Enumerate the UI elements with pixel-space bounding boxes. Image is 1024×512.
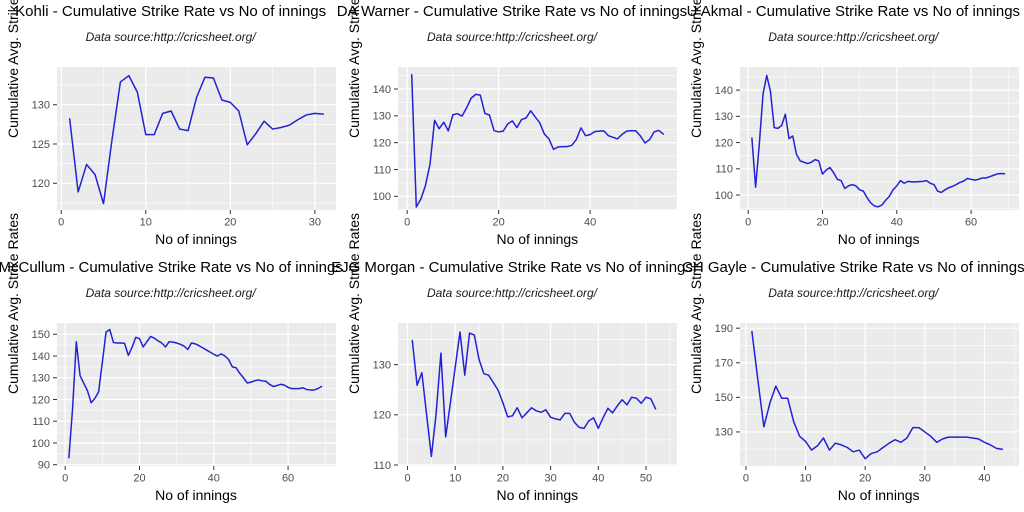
svg-text:100: 100 [373,191,391,203]
svg-text:190: 190 [714,323,732,335]
svg-text:40: 40 [208,472,220,484]
svg-text:110: 110 [374,164,392,176]
plot-canvas: 0 20 40 60 100 110 120 130 140 [714,67,1019,229]
chart-subtitle: Data source:http://cricsheet.org/ [768,30,939,44]
svg-text:110: 110 [715,164,733,176]
svg-text:40: 40 [593,472,605,484]
plot-canvas: 0 20 40 100 110 120 130 140 [373,67,678,229]
chart-title: Kohli - Cumulative Strike Rate vs No of … [15,3,327,20]
chart-panel-morgan: 0 10 20 30 40 50 110 120 130 Cumulative Avg. Str… [331,213,693,512]
svg-text:0: 0 [404,216,410,228]
chart-title: McCullum - Cumulative Strike Rate vs No … [0,259,343,276]
chart-title: CH Gayle - Cumulative Strike Rate vs No … [681,259,1024,276]
svg-text:90: 90 [38,459,50,471]
svg-text:60: 60 [282,472,294,484]
svg-text:40: 40 [978,472,990,484]
x-axis-title: No of innings [496,487,579,503]
svg-text:0: 0 [58,216,64,228]
svg-text:170: 170 [714,358,732,370]
chart-panel-kohli: 0 10 20 30 120 125 130 Cumulative Avg. Strike … [0,0,341,256]
plot-canvas: 0 20 40 60 90 100 110 120 130 140 150 [32,323,336,485]
x-axis-title: No of innings [837,487,920,503]
plot-canvas: 0 10 20 30 120 125 130 [32,67,336,229]
plot-canvas: 0 10 20 30 40 130 150 170 190 [714,323,1019,485]
svg-text:10: 10 [449,472,461,484]
chart-panel-akmal: 0 20 40 60 100 110 120 130 140 Cumulative Avg. S… [683,0,1024,256]
chart-subtitle: Data source:http://cricsheet.org/ [768,286,939,300]
svg-text:30: 30 [309,216,321,228]
svg-text:10: 10 [799,472,811,484]
svg-text:20: 20 [859,472,871,484]
chart-panel-gayle: 0 10 20 30 40 130 150 170 190 Cumulative Avg. St… [681,213,1024,512]
svg-text:0: 0 [745,216,751,228]
x-axis-title: No of innings [155,231,237,247]
svg-text:0: 0 [405,472,411,484]
svg-text:130: 130 [714,111,732,123]
chart-title: DA Warner - Cumulative Strike Rate vs No… [336,3,688,20]
chart-subtitle: Data source:http://cricsheet.org/ [426,30,598,44]
svg-text:130: 130 [373,111,391,123]
svg-text:30: 30 [545,472,557,484]
svg-text:100: 100 [32,438,50,450]
svg-text:0: 0 [743,472,749,484]
chart-title: U Akmal - Cumulative Strike Rate vs No o… [686,3,1021,20]
svg-text:40: 40 [584,216,596,228]
svg-text:130: 130 [714,427,732,439]
svg-text:110: 110 [32,416,50,428]
svg-text:10: 10 [140,216,152,228]
chart-subtitle: Data source:http://cricsheet.org/ [85,286,256,300]
svg-text:120: 120 [32,178,50,190]
chart-title: EJG Morgan - Cumulative Strike Rate vs N… [331,259,693,276]
svg-text:30: 30 [918,472,930,484]
svg-text:140: 140 [714,85,732,97]
svg-text:120: 120 [373,410,391,422]
svg-text:20: 20 [493,216,505,228]
svg-text:50: 50 [640,472,652,484]
chart-panel-mccullum: 0 20 40 60 90 100 110 120 130 140 150 Cumulative A… [0,213,343,512]
x-axis-title: No of innings [155,487,237,503]
svg-text:120: 120 [373,137,391,149]
svg-text:150: 150 [714,392,732,404]
svg-text:20: 20 [133,472,145,484]
svg-text:60: 60 [965,216,977,228]
plot-canvas: 0 10 20 30 40 50 110 120 130 [373,323,678,485]
svg-text:130: 130 [32,100,50,112]
chart-panel-warner: 0 20 40 100 110 120 130 140 Cumulative Avg. Str… [337,0,687,256]
svg-text:140: 140 [32,351,50,363]
svg-text:40: 40 [890,216,902,228]
chart-subtitle: Data source:http://cricsheet.org/ [426,286,598,300]
svg-text:125: 125 [32,139,50,151]
svg-text:150: 150 [32,329,50,341]
svg-text:0: 0 [62,472,68,484]
svg-text:20: 20 [816,216,828,228]
svg-text:110: 110 [374,460,392,472]
svg-text:120: 120 [714,137,732,149]
x-axis-title: No of innings [837,231,920,247]
chart-subtitle: Data source:http://cricsheet.org/ [85,30,256,44]
x-axis-title: No of innings [496,231,579,247]
svg-text:20: 20 [497,472,509,484]
svg-text:100: 100 [714,190,732,202]
svg-text:140: 140 [373,84,391,96]
svg-text:20: 20 [224,216,236,228]
svg-text:130: 130 [32,373,50,385]
svg-text:130: 130 [373,359,391,371]
svg-text:120: 120 [32,394,50,406]
